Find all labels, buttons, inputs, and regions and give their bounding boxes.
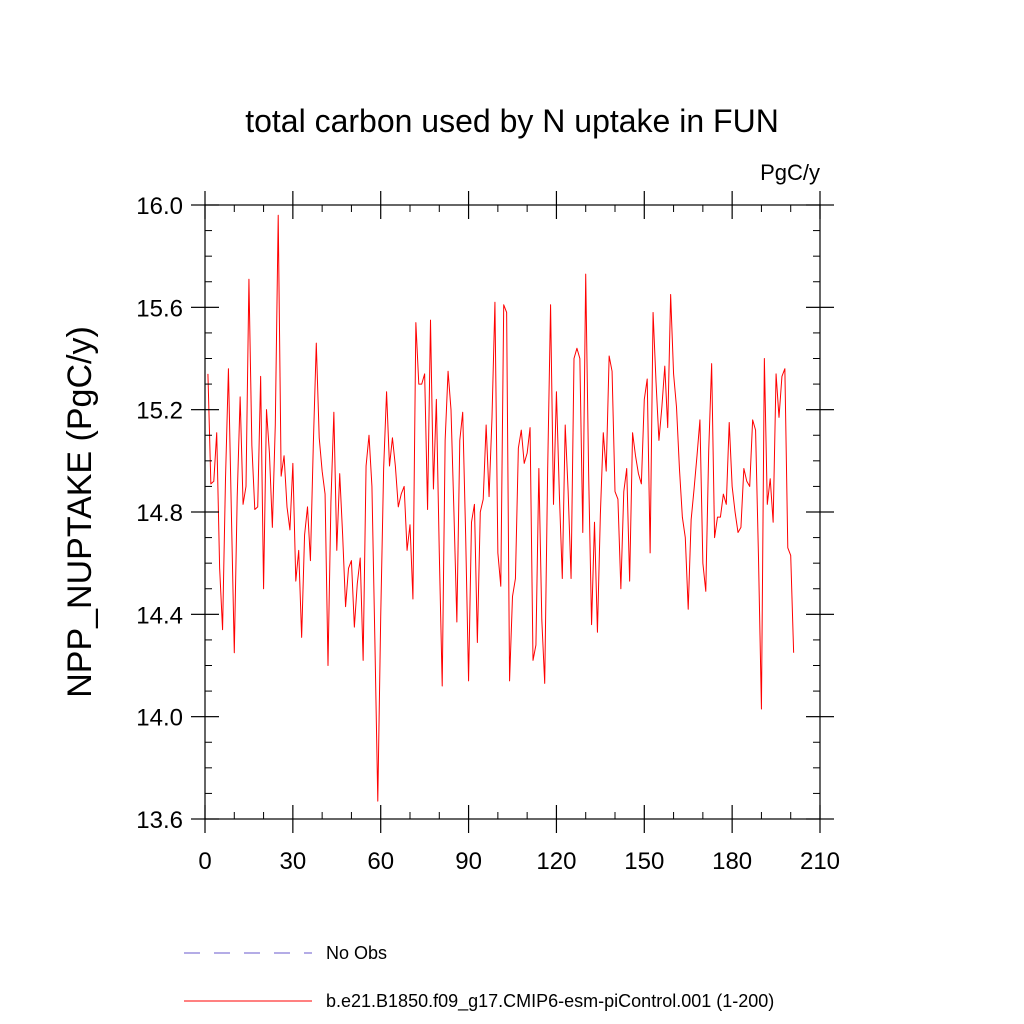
y-tick-label: 14.8: [136, 500, 183, 527]
legend-label-model-run: b.e21.B1850.f09_g17.CMIP6-esm-piControl.…: [326, 991, 774, 1012]
y-tick-label: 14.4: [136, 602, 183, 629]
x-axis-tick-labels: 0 30 60 90 120 150 180 210: [198, 848, 840, 875]
y-tick-label: 16.0: [136, 193, 183, 220]
y-axis-ticks: [191, 204, 834, 820]
x-tick-label: 30: [280, 848, 307, 875]
y-axis-tick-labels: 13.6 14.0 14.4 14.8 15.2 15.6 16.0: [136, 193, 183, 834]
legend-label-no-obs: No Obs: [326, 943, 387, 963]
series-line-1: [207, 214, 795, 802]
y-tick-label: 14.0: [136, 705, 183, 732]
x-tick-label: 120: [536, 848, 576, 875]
units-label: PgC/y: [760, 160, 820, 185]
x-tick-label: 0: [198, 848, 211, 875]
y-tick-label: 13.6: [136, 807, 183, 834]
x-tick-label: 90: [455, 848, 482, 875]
y-tick-label: 15.6: [136, 295, 183, 322]
chart-title: total carbon used by N uptake in FUN: [245, 103, 779, 139]
x-tick-label: 180: [712, 848, 752, 875]
x-axis-ticks: [204, 191, 821, 833]
x-tick-label: 60: [367, 848, 394, 875]
y-axis-title: NPP_NUPTAKE (PgC/y): [61, 326, 99, 698]
y-tick-label: 15.2: [136, 398, 183, 425]
x-tick-label: 210: [800, 848, 840, 875]
x-tick-label: 150: [624, 848, 664, 875]
plot-series: [207, 214, 795, 802]
plot-frame: [204, 204, 821, 820]
legend: No Obs b.e21.B1850.f09_g17.CMIP6-esm-piC…: [184, 943, 774, 1012]
